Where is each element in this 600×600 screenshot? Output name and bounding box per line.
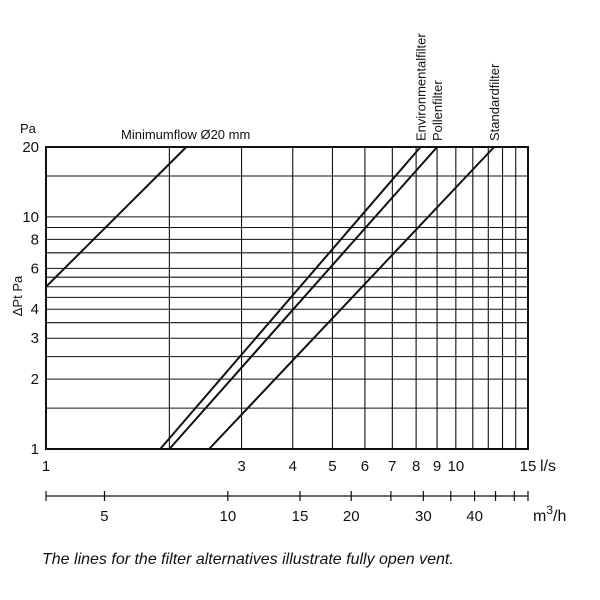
series-label-3: Standardfilter [487,63,502,141]
x-tick-label: 10 [447,458,464,475]
series-line-0 [45,146,188,288]
x-tick-label: 9 [433,458,441,475]
x-tick-label: 1 [42,458,50,475]
y-tick-label: 8 [31,231,39,248]
chart-caption: The lines for the filter alternatives il… [42,551,454,568]
secondary-axis: 5 10 15 20 30 40 m3/h [45,491,566,525]
x-tick-label: 4 [289,458,297,475]
secondary-tick-label: 30 [415,508,432,525]
x-axis-unit: l/s [540,458,556,475]
y-tick-label: 20 [22,139,39,156]
x-tick-label: 8 [412,458,420,475]
secondary-tick-label: 40 [466,508,483,525]
x-tick-label: 6 [361,458,369,475]
y-axis-unit: Pa [20,121,37,136]
x-tick-label: 3 [237,458,245,475]
series-line-1 [159,146,422,450]
x-tick-label: 15 [520,458,537,475]
secondary-tick-label: 10 [219,508,236,525]
x-tick-label: 7 [388,458,396,475]
series-layer [45,146,495,450]
secondary-axis-unit: m3/h [533,503,566,525]
series-line-2 [168,146,438,450]
secondary-tick-label: 20 [343,508,360,525]
y-tick-label: 3 [31,330,39,347]
series-line-3 [208,146,495,450]
y-tick-label: 6 [31,260,39,277]
y-tick-label: 2 [31,371,39,388]
grid-layer [45,146,529,450]
series-label-0: Minimumflow Ø20 mm [121,127,250,142]
series-label-1: Environmentalfilter [414,33,429,141]
series-label-2: Pollenfilter [430,80,445,141]
y-tick-label: 1 [31,441,39,458]
secondary-tick-label: 15 [292,508,309,525]
y-tick-label: 10 [22,209,39,226]
secondary-tick-label: 5 [100,508,108,525]
plot-frame [45,146,529,450]
y-tick-label: 4 [31,301,39,318]
label-layer: Minimumflow Ø20 mm Environmentalfilter Pol… [10,33,556,475]
y-axis-label: ΔPt Pa [10,275,25,316]
x-tick-label: 5 [328,458,336,475]
